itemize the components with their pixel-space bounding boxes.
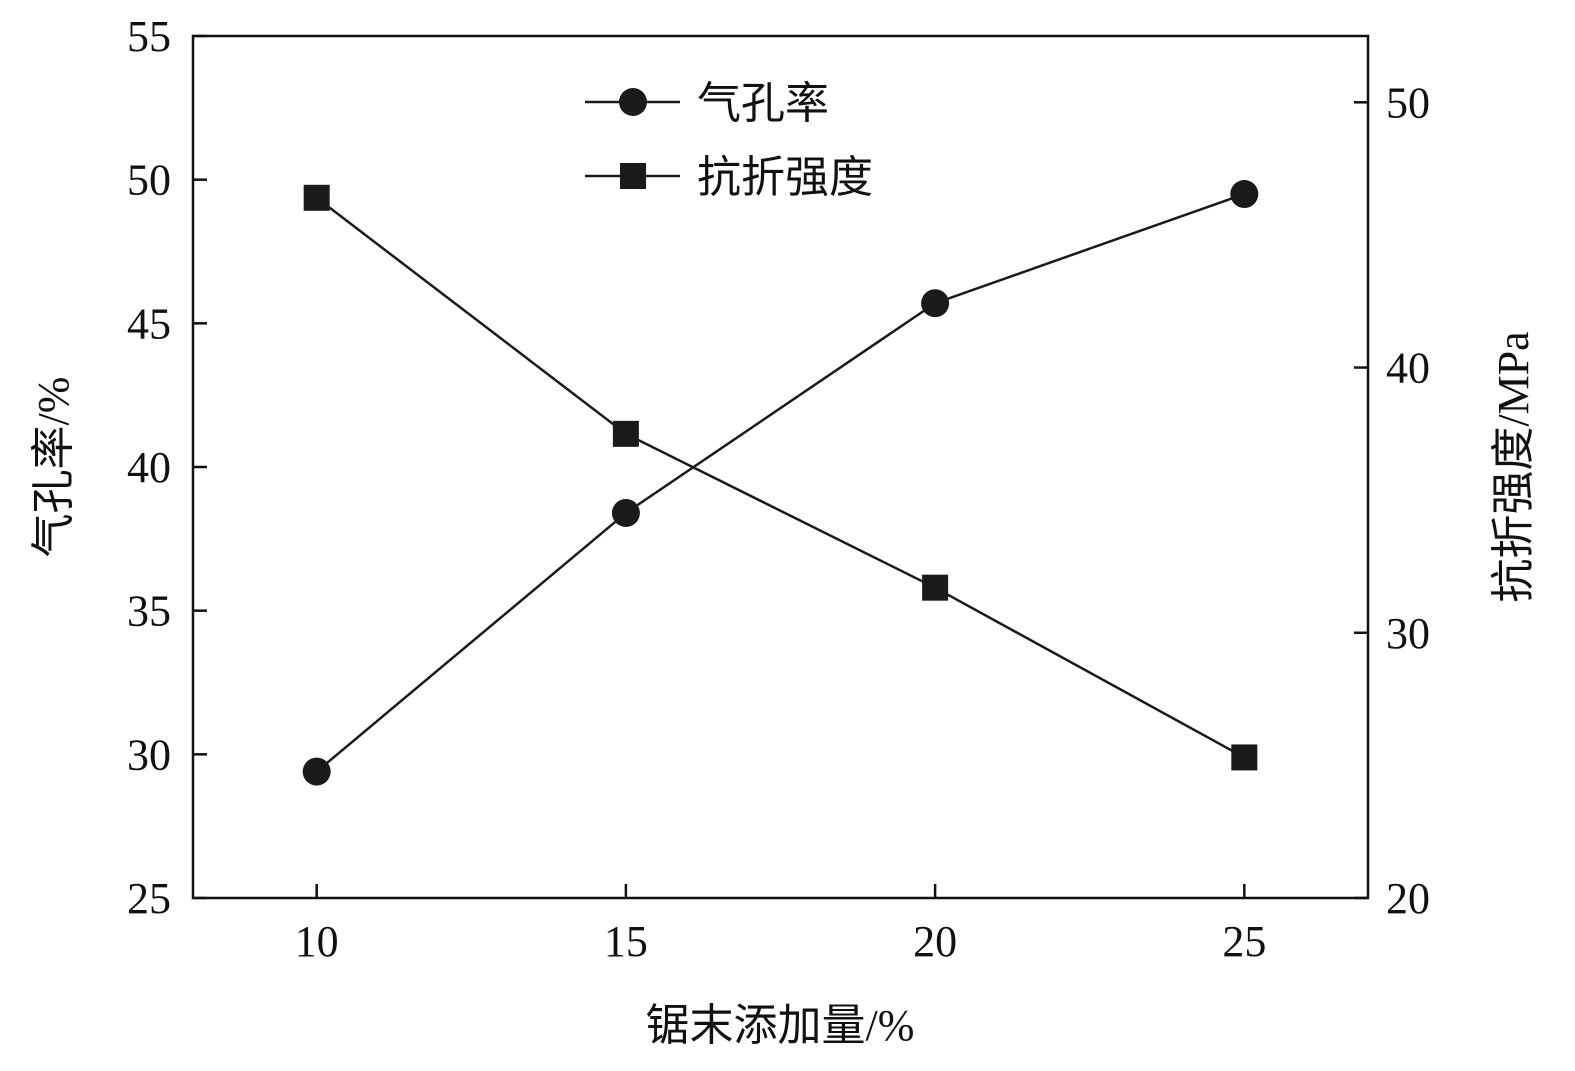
y-tick-label: 40 — [127, 443, 171, 492]
y2-tick-label: 50 — [1386, 78, 1430, 127]
legend-marker-circle — [619, 88, 647, 116]
x-tick-label: 25 — [1222, 917, 1266, 966]
y-tick-label: 25 — [127, 874, 171, 923]
y2-tick-label: 20 — [1386, 874, 1430, 923]
legend-label: 气孔率 — [697, 79, 829, 128]
legend-marker-square — [620, 163, 646, 189]
legend-label: 抗折强度 — [697, 153, 873, 202]
y-tick-label: 45 — [127, 299, 171, 348]
y-tick-label: 35 — [127, 587, 171, 636]
x-tick-label: 15 — [604, 917, 648, 966]
y-tick-label: 50 — [127, 156, 171, 205]
data-point-circle — [921, 289, 950, 318]
series-line-2 — [315, 196, 1245, 759]
x-tick-label: 10 — [295, 917, 339, 966]
x-axis-label: 锯末添加量/% — [646, 1001, 915, 1050]
x-tick-label: 20 — [913, 917, 957, 966]
y-axis-label: 气孔率/% — [29, 377, 78, 558]
data-point-square — [1231, 744, 1258, 771]
data-point-square — [922, 574, 949, 601]
y2-axis-label: 抗折强度/MPa — [1489, 331, 1538, 602]
y-tick-label: 55 — [127, 12, 171, 61]
data-point-circle — [302, 757, 331, 786]
data-point-circle — [611, 498, 640, 527]
data-point-square — [612, 420, 639, 447]
data-point-square — [303, 184, 330, 211]
y2-tick-label: 30 — [1386, 609, 1430, 658]
data-point-circle — [1230, 180, 1259, 209]
series-line-1 — [315, 192, 1245, 773]
y-tick-label: 30 — [127, 730, 171, 779]
y2-tick-label: 40 — [1386, 344, 1430, 393]
